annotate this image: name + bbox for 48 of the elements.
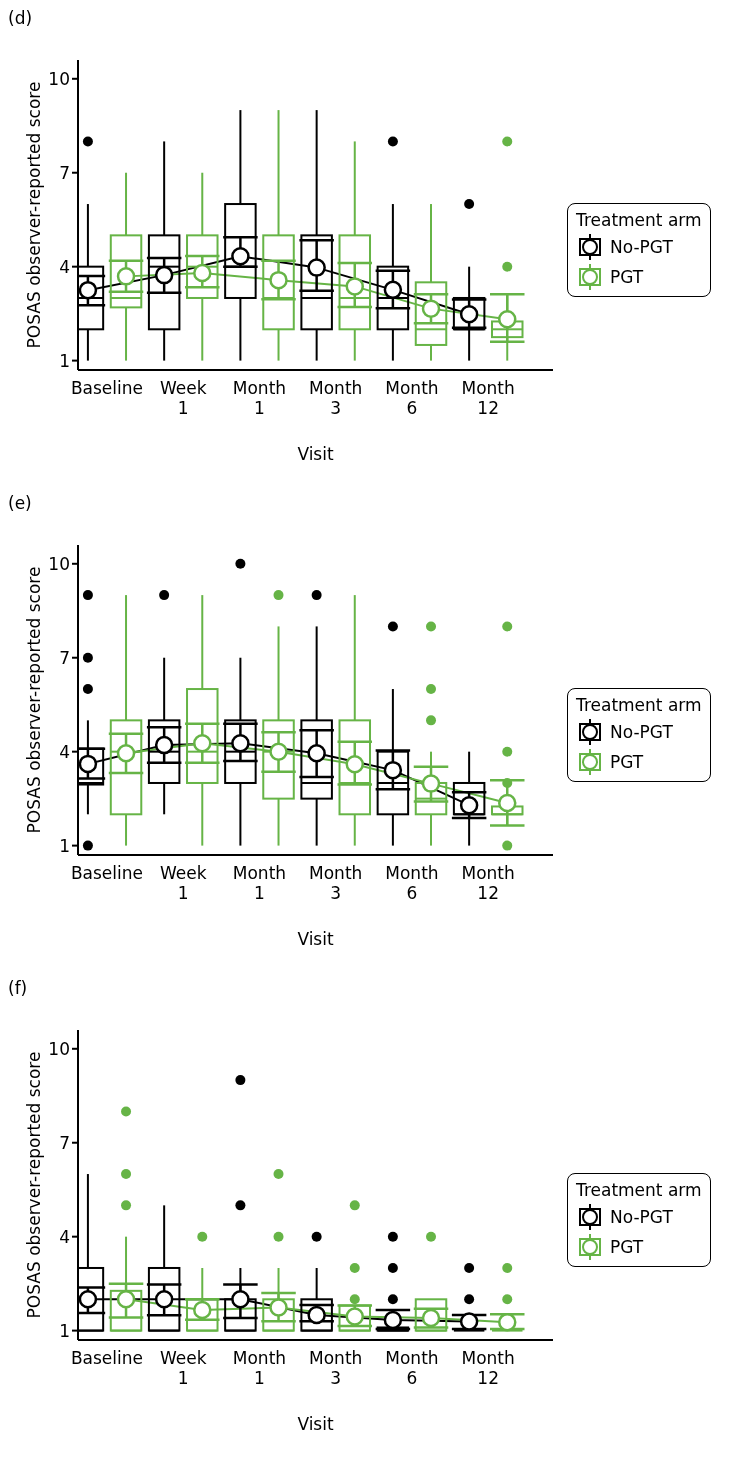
- x-axis-title: Visit: [297, 1414, 334, 1434]
- y-tick-label: 7: [59, 162, 70, 183]
- x-tick-label: Month 3: [309, 863, 363, 903]
- y-axis-title: POSAS observer-reported score: [24, 566, 45, 834]
- chart-title: (f): [8, 978, 29, 1000]
- y-tick-label: 1: [59, 1320, 70, 1341]
- x-tick-label: Month 12: [461, 1348, 515, 1388]
- legend-title: Treatment arm: [576, 1180, 702, 1200]
- y-tick-label: 4: [59, 256, 70, 277]
- x-tick-label: Month 6: [385, 378, 439, 418]
- x-tick-label: Month 1: [232, 1348, 287, 1388]
- x-tick-label: Baseline: [70, 1348, 144, 1368]
- x-tick-label: Month 1: [232, 378, 287, 418]
- x-tick-label: Week 1: [159, 1348, 207, 1388]
- y-tick-label: 10: [48, 68, 70, 89]
- y-tick-label: 1: [59, 350, 70, 371]
- chart-title: (d): [8, 8, 34, 30]
- x-tick-label: Month 3: [309, 378, 363, 418]
- y-axis-title: POSAS observer-reported score: [24, 1051, 45, 1319]
- x-tick-label: Month 6: [385, 1348, 439, 1388]
- legend-title: Treatment arm: [576, 695, 702, 715]
- y-tick-label: 10: [48, 1038, 70, 1059]
- y-tick-label: 1: [59, 835, 70, 856]
- legend-label: No-PGT: [610, 237, 673, 257]
- y-tick-label: 4: [59, 741, 70, 762]
- legend-label: No-PGT: [610, 1207, 673, 1227]
- x-axis-title: Visit: [297, 929, 334, 949]
- x-tick-label: Baseline: [70, 378, 144, 398]
- legend-label: PGT: [610, 752, 644, 772]
- x-tick-label: Week 1: [159, 378, 207, 418]
- chart-title: (e): [8, 493, 33, 515]
- y-tick-label: 10: [48, 553, 70, 574]
- x-tick-label: Week 1: [159, 863, 207, 903]
- legend-label: No-PGT: [610, 722, 673, 742]
- x-tick-label: Month 6: [385, 863, 439, 903]
- legend-title: Treatment arm: [576, 210, 702, 230]
- legend-label: PGT: [610, 267, 644, 287]
- x-tick-label: Month 3: [309, 1348, 363, 1388]
- x-tick-label: Month 12: [461, 863, 515, 903]
- x-axis-title: Visit: [297, 444, 334, 464]
- y-axis-title: POSAS observer-reported score: [24, 81, 45, 349]
- x-tick-label: Baseline: [70, 863, 144, 883]
- y-tick-label: 4: [59, 1226, 70, 1247]
- y-tick-label: 7: [59, 647, 70, 668]
- legend-label: PGT: [610, 1237, 644, 1257]
- x-tick-label: Month 12: [461, 378, 515, 418]
- y-tick-label: 7: [59, 1132, 70, 1153]
- x-tick-label: Month 1: [232, 863, 287, 903]
